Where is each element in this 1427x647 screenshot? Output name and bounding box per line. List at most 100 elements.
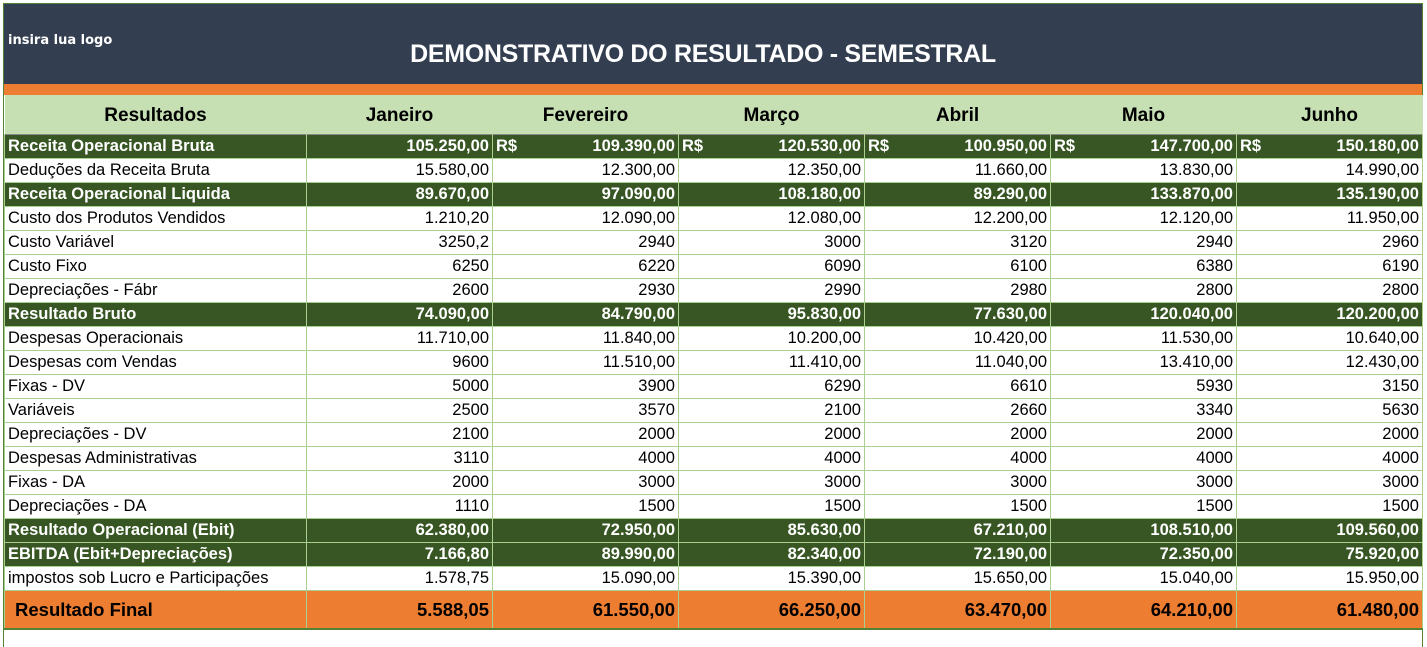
value-cell[interactable]: R$ 120.530,00 bbox=[678, 134, 865, 159]
value-cell[interactable]: 2990 bbox=[678, 278, 865, 303]
value-cell[interactable]: 2980 bbox=[864, 278, 1051, 303]
value-cell[interactable]: 2800 bbox=[1050, 278, 1237, 303]
value-cell[interactable]: 61.550,00 bbox=[492, 590, 679, 630]
row-label-cell[interactable]: Despesas Administrativas bbox=[4, 446, 307, 471]
row-label-cell[interactable]: Depreciações - DV bbox=[4, 422, 307, 447]
row-label-cell[interactable]: Custo dos Produtos Vendidos bbox=[4, 206, 307, 231]
value-cell[interactable]: R$ 109.390,00 bbox=[492, 134, 679, 159]
value-cell[interactable]: 13.410,00 bbox=[1050, 350, 1237, 375]
value-cell[interactable]: 3340 bbox=[1050, 398, 1237, 423]
value-cell[interactable]: 89.990,00 bbox=[492, 542, 679, 567]
value-cell[interactable]: 89.670,00 bbox=[306, 182, 493, 207]
value-cell[interactable]: 120.200,00 bbox=[1236, 302, 1423, 327]
value-cell[interactable]: 6090 bbox=[678, 254, 865, 279]
value-cell[interactable]: 108.510,00 bbox=[1050, 518, 1237, 543]
value-cell[interactable]: 1500 bbox=[1050, 494, 1237, 519]
value-cell[interactable]: 1500 bbox=[864, 494, 1051, 519]
value-cell[interactable]: 12.430,00 bbox=[1236, 350, 1423, 375]
column-header[interactable]: Abril bbox=[864, 95, 1051, 135]
value-cell[interactable]: 2960 bbox=[1236, 230, 1423, 255]
value-cell[interactable]: R$ 100.950,00 bbox=[864, 134, 1051, 159]
value-cell[interactable]: 4000 bbox=[1236, 446, 1423, 471]
value-cell[interactable]: 2000 bbox=[678, 422, 865, 447]
value-cell[interactable]: 5000 bbox=[306, 374, 493, 399]
value-cell[interactable]: 3570 bbox=[492, 398, 679, 423]
value-cell[interactable]: 4000 bbox=[492, 446, 679, 471]
row-label-cell[interactable]: Depreciações - Fábr bbox=[4, 278, 307, 303]
value-cell[interactable]: 2600 bbox=[306, 278, 493, 303]
value-cell[interactable]: 3250,2 bbox=[306, 230, 493, 255]
value-cell[interactable]: R$ 150.180,00 bbox=[1236, 134, 1423, 159]
value-cell[interactable]: 3900 bbox=[492, 374, 679, 399]
value-cell[interactable]: 15.090,00 bbox=[492, 566, 679, 591]
value-cell[interactable]: 6610 bbox=[864, 374, 1051, 399]
column-header[interactable]: Junho bbox=[1236, 95, 1423, 135]
value-cell[interactable]: 3000 bbox=[1050, 470, 1237, 495]
value-cell[interactable]: 3000 bbox=[492, 470, 679, 495]
value-cell[interactable]: 72.950,00 bbox=[492, 518, 679, 543]
value-cell[interactable]: 67.210,00 bbox=[864, 518, 1051, 543]
value-cell[interactable]: 2940 bbox=[1050, 230, 1237, 255]
value-cell[interactable]: 12.090,00 bbox=[492, 206, 679, 231]
value-cell[interactable]: 109.560,00 bbox=[1236, 518, 1423, 543]
value-cell[interactable]: 10.420,00 bbox=[864, 326, 1051, 351]
value-cell[interactable]: 14.990,00 bbox=[1236, 158, 1423, 183]
value-cell[interactable]: 6290 bbox=[678, 374, 865, 399]
value-cell[interactable]: 97.090,00 bbox=[492, 182, 679, 207]
column-header[interactable]: Janeiro bbox=[306, 95, 493, 135]
value-cell[interactable]: 72.350,00 bbox=[1050, 542, 1237, 567]
value-cell[interactable]: 1500 bbox=[1236, 494, 1423, 519]
value-cell[interactable]: 6220 bbox=[492, 254, 679, 279]
value-cell[interactable]: 2940 bbox=[492, 230, 679, 255]
row-label-cell[interactable]: Fixas - DV bbox=[4, 374, 307, 399]
value-cell[interactable]: 84.790,00 bbox=[492, 302, 679, 327]
row-label-cell[interactable]: Custo Variável bbox=[4, 230, 307, 255]
value-cell[interactable]: 12.200,00 bbox=[864, 206, 1051, 231]
row-label-cell[interactable]: Resultado Operacional (Ebit) bbox=[4, 518, 307, 543]
value-cell[interactable]: 10.200,00 bbox=[678, 326, 865, 351]
value-cell[interactable]: 5.588,05 bbox=[306, 590, 493, 630]
value-cell[interactable]: 1500 bbox=[492, 494, 679, 519]
value-cell[interactable]: 3000 bbox=[678, 230, 865, 255]
value-cell[interactable]: 135.190,00 bbox=[1236, 182, 1423, 207]
value-cell[interactable]: 2000 bbox=[1050, 422, 1237, 447]
value-cell[interactable]: 2100 bbox=[306, 422, 493, 447]
value-cell[interactable]: 5930 bbox=[1050, 374, 1237, 399]
value-cell[interactable]: 1.578,75 bbox=[306, 566, 493, 591]
column-header[interactable]: Resultados bbox=[4, 95, 307, 135]
value-cell[interactable]: 13.830,00 bbox=[1050, 158, 1237, 183]
value-cell[interactable]: 15.950,00 bbox=[1236, 566, 1423, 591]
value-cell[interactable]: 61.480,00 bbox=[1236, 590, 1423, 630]
value-cell[interactable]: 85.630,00 bbox=[678, 518, 865, 543]
value-cell[interactable]: 11.510,00 bbox=[492, 350, 679, 375]
value-cell[interactable]: 7.166,80 bbox=[306, 542, 493, 567]
value-cell[interactable]: 2100 bbox=[678, 398, 865, 423]
value-cell[interactable]: 15.580,00 bbox=[306, 158, 493, 183]
value-cell[interactable]: 3000 bbox=[678, 470, 865, 495]
row-label-cell[interactable]: Resultado Final bbox=[4, 590, 307, 630]
row-label-cell[interactable]: Despesas Operacionais bbox=[4, 326, 307, 351]
value-cell[interactable]: 11.660,00 bbox=[864, 158, 1051, 183]
value-cell[interactable]: R$ 147.700,00 bbox=[1050, 134, 1237, 159]
value-cell[interactable]: 4000 bbox=[864, 446, 1051, 471]
value-cell[interactable]: 1110 bbox=[306, 494, 493, 519]
row-label-cell[interactable]: Despesas com Vendas bbox=[4, 350, 307, 375]
value-cell[interactable]: 15.390,00 bbox=[678, 566, 865, 591]
value-cell[interactable]: 15.650,00 bbox=[864, 566, 1051, 591]
value-cell[interactable]: 2660 bbox=[864, 398, 1051, 423]
value-cell[interactable]: 12.350,00 bbox=[678, 158, 865, 183]
value-cell[interactable]: 62.380,00 bbox=[306, 518, 493, 543]
value-cell[interactable]: 11.950,00 bbox=[1236, 206, 1423, 231]
value-cell[interactable]: 3000 bbox=[864, 470, 1051, 495]
value-cell[interactable]: 12.120,00 bbox=[1050, 206, 1237, 231]
value-cell[interactable]: 11.040,00 bbox=[864, 350, 1051, 375]
value-cell[interactable]: 95.830,00 bbox=[678, 302, 865, 327]
value-cell[interactable]: 63.470,00 bbox=[864, 590, 1051, 630]
value-cell[interactable]: 89.290,00 bbox=[864, 182, 1051, 207]
value-cell[interactable]: 74.090,00 bbox=[306, 302, 493, 327]
value-cell[interactable]: 3000 bbox=[1236, 470, 1423, 495]
row-label-cell[interactable]: Fixas - DA bbox=[4, 470, 307, 495]
column-header[interactable]: Maio bbox=[1050, 95, 1237, 135]
value-cell[interactable]: 6100 bbox=[864, 254, 1051, 279]
value-cell[interactable]: 4000 bbox=[1050, 446, 1237, 471]
